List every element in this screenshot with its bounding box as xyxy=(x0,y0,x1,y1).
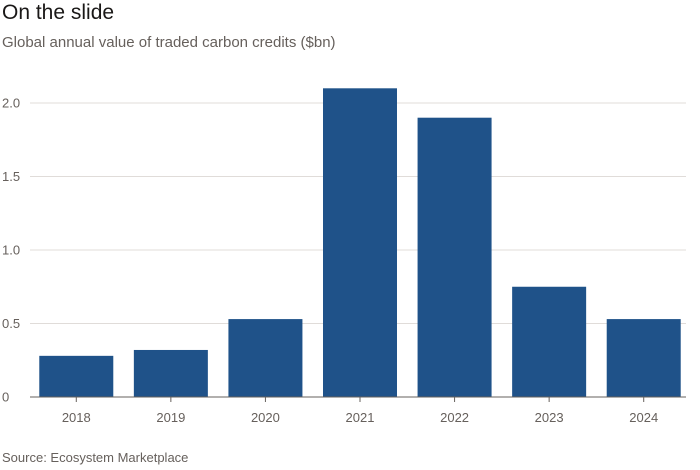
y-tick-label: 0 xyxy=(2,390,9,405)
x-axis-tick-labels: 2018 2019 2020 2021 2022 2023 2024 xyxy=(62,397,658,425)
bar-2020 xyxy=(228,319,303,397)
x-tick-label: 2021 xyxy=(346,410,375,425)
y-tick-label: 1.5 xyxy=(2,169,20,184)
x-tick-label: 2024 xyxy=(629,410,658,425)
bars xyxy=(39,88,681,398)
x-tick-label: 2020 xyxy=(251,410,280,425)
chart-title: On the slide xyxy=(2,1,115,24)
bar-2021 xyxy=(323,88,397,398)
y-tick-label: 2.0 xyxy=(2,96,20,111)
x-tick-label: 2018 xyxy=(62,410,91,425)
y-tick-label: 1.0 xyxy=(2,243,20,258)
bar-2018 xyxy=(39,355,114,397)
bar-2024 xyxy=(606,319,681,397)
chart-subtitle: Global annual value of traded carbon cre… xyxy=(2,34,336,51)
bar-2023 xyxy=(512,286,587,397)
bar-2022 xyxy=(417,117,492,397)
y-tick-label: 0.5 xyxy=(2,316,20,331)
x-tick-label: 2022 xyxy=(440,410,469,425)
x-tick-label: 2019 xyxy=(156,410,185,425)
source-note: Source: Ecosystem Marketplace xyxy=(2,450,189,465)
x-tick-label: 2023 xyxy=(535,410,564,425)
y-axis-tick-labels: 0 0.5 1.0 1.5 2.0 xyxy=(2,96,20,405)
bar-2019 xyxy=(133,349,208,397)
